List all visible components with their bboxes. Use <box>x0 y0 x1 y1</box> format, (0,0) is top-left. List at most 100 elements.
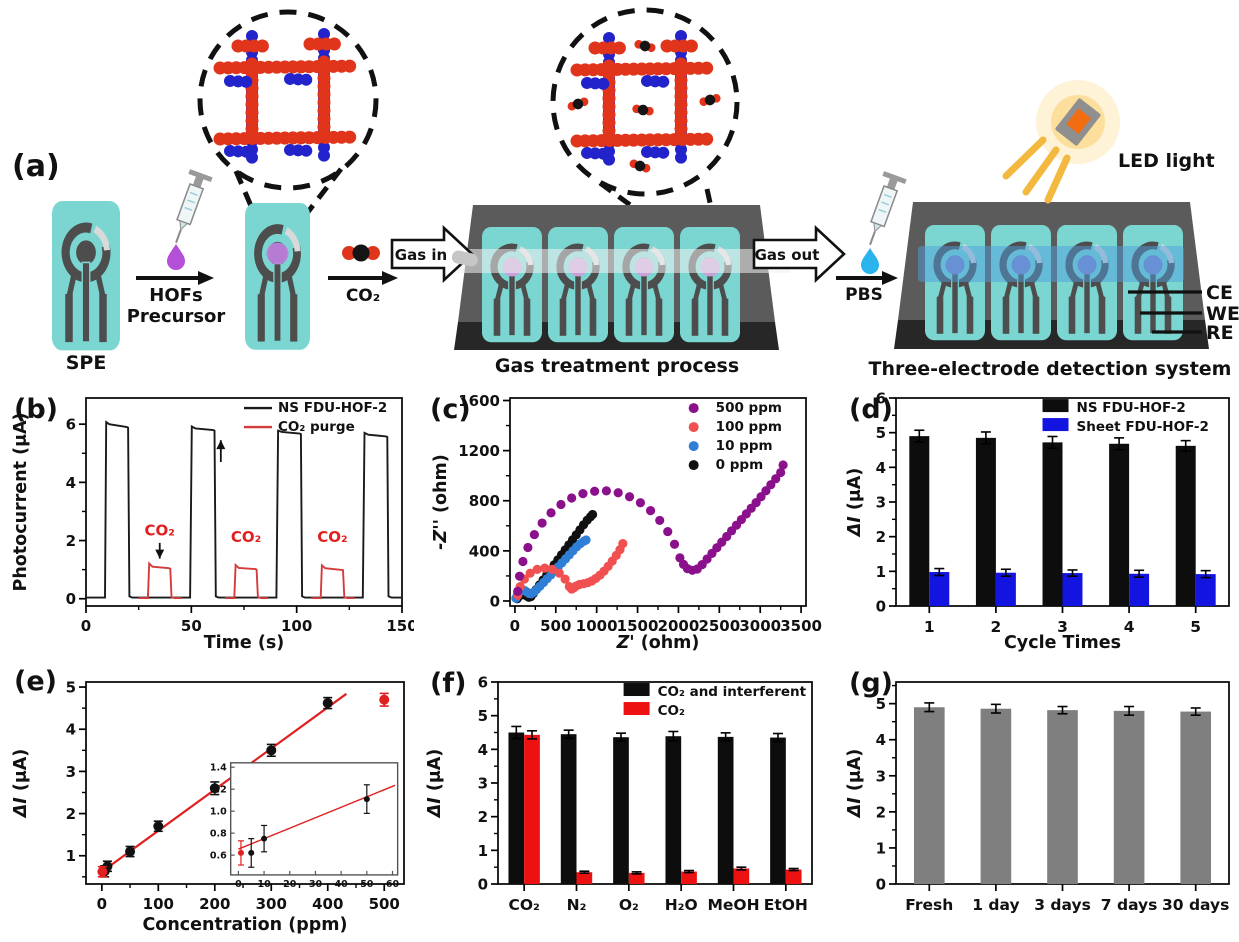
hofs-precursor-label-line1: HOFs <box>149 285 202 306</box>
legend-item-label: CO₂ and interferent <box>658 684 807 700</box>
bar <box>733 868 750 884</box>
x-axis-label: Cycle Times <box>1004 633 1121 653</box>
bar <box>576 872 593 884</box>
svg-text:400: 400 <box>469 542 500 560</box>
y-axis-label: Photocurrent (μA) <box>11 413 31 592</box>
svg-text:1000: 1000 <box>576 617 618 635</box>
svg-text:MeOH: MeOH <box>707 896 759 914</box>
svg-text:2500: 2500 <box>698 617 740 635</box>
svg-text:300: 300 <box>256 895 287 913</box>
legend-item-label: CO₂ <box>658 703 685 719</box>
bar <box>1195 574 1216 606</box>
svg-text:2: 2 <box>991 618 1002 636</box>
svg-text:1200: 1200 <box>458 442 500 460</box>
legend-item-label: NS FDU-HOF-2 <box>278 400 387 416</box>
bar <box>665 736 682 884</box>
svg-text:CO₂: CO₂ <box>508 896 539 914</box>
svg-text:6: 6 <box>66 416 76 434</box>
syringe-icon <box>857 170 908 250</box>
svg-text:1: 1 <box>924 618 935 636</box>
svg-text:6: 6 <box>876 390 886 408</box>
svg-text:1.0: 1.0 <box>210 807 227 818</box>
svg-text:0.6: 0.6 <box>210 851 227 862</box>
x-axis-label: Concentration (ppm) <box>142 915 347 935</box>
syringe-icon <box>163 168 214 248</box>
svg-text:4: 4 <box>1124 618 1135 636</box>
points-highlight-points <box>97 692 390 878</box>
svg-text:30 days: 30 days <box>1162 896 1229 914</box>
panel-e-label: (e) <box>14 666 57 697</box>
svg-text:200: 200 <box>199 895 230 913</box>
pbs-label: PBS <box>845 285 883 305</box>
hof-structure-zoom-icon <box>197 9 379 236</box>
svg-text:0: 0 <box>81 617 91 635</box>
bar <box>1047 710 1078 884</box>
spe-with-hof-film <box>245 203 310 350</box>
svg-text:0: 0 <box>510 617 520 635</box>
eis-nyquist-chart: 0 400 800 1200 1600 0 500 1000 1500 2000 2500 3000 3… <box>424 390 840 662</box>
eis-nyquist-chart-svg: 0 400 800 1200 1600 0 500 1000 1500 2000 2500 3000 3… <box>431 392 822 653</box>
svg-text:0: 0 <box>876 598 886 616</box>
hof-film-dot <box>266 242 289 265</box>
legend-item-label: 500 ppm <box>716 400 782 416</box>
bar <box>995 572 1016 606</box>
axes: 0 1 2 3 4 5 6 CO₂ N₂ O₂ H₂O MeOH EtOH ΔI (μA) <box>425 674 808 915</box>
svg-text:500: 500 <box>540 617 571 635</box>
y-axis-label: ΔI (μA) <box>425 749 445 820</box>
axes: 0 2 4 6 0 50 100 150 Time (s) Photocurrent (μA) <box>11 413 418 654</box>
y-axis-label: ΔI (μA) <box>11 749 31 820</box>
y-axis-label: ΔI (μA) <box>846 749 865 820</box>
detection-caption: Three-electrode detection system <box>869 358 1232 380</box>
electrode-callouts: CE WE RE <box>1128 282 1239 344</box>
bar <box>1175 445 1196 606</box>
x-axis-label: Z' (ohm) <box>616 633 700 653</box>
svg-text:O₂: O₂ <box>619 896 639 914</box>
svg-text:N₂: N₂ <box>567 896 587 914</box>
svg-text:3: 3 <box>876 767 886 785</box>
photocurrent-time-chart: 0 2 4 6 0 50 100 150 Time (s) Photocurrent (μA) CO… <box>6 390 418 662</box>
bar <box>1113 710 1145 884</box>
svg-text:5: 5 <box>478 707 488 725</box>
y-axis-label: -Z'' (ohm) <box>431 454 451 549</box>
panel-a-label: (a) <box>12 149 60 184</box>
panel-f-label: (f) <box>430 668 467 699</box>
legend-item-label: CO₂ purge <box>278 419 355 435</box>
svg-text:1: 1 <box>66 847 76 865</box>
hofs-precursor-step: HOFs Precursor <box>127 168 226 327</box>
annotation-label: CO₂ <box>317 528 347 546</box>
pbs-drop-step: PBS <box>836 170 908 305</box>
svg-text:1.2: 1.2 <box>210 785 227 796</box>
hofs-precursor-label-line2: Precursor <box>127 306 226 327</box>
cycle-stability-bar-chart: 0 1 2 3 4 5 6 1 2 3 4 5 Cycle Times ΔI (μA) NS FDU-HOF… <box>845 390 1237 662</box>
annotation-label: CO₂ <box>231 528 261 546</box>
legend-item-label: 100 ppm <box>716 419 782 435</box>
legend: NS FDU-HOF-2 CO₂ purge <box>244 400 387 435</box>
gas-treatment-platform: Gas treatment process <box>446 205 790 377</box>
bar-series-0 <box>913 702 1212 884</box>
ce-label: CE <box>1206 282 1233 304</box>
legend: CO₂ and interferent CO₂ <box>623 683 807 719</box>
svg-text:1.4: 1.4 <box>210 763 227 774</box>
we-label: WE <box>1206 303 1239 325</box>
series-500-ppm <box>513 460 788 596</box>
bar <box>929 572 950 606</box>
bar <box>560 734 577 884</box>
svg-text:6: 6 <box>478 674 488 692</box>
svg-text:0: 0 <box>66 590 76 608</box>
spe-label: SPE <box>66 352 107 374</box>
svg-text:Gas in: Gas in <box>395 246 447 264</box>
svg-text:5: 5 <box>876 424 886 442</box>
svg-text:100: 100 <box>281 617 312 635</box>
svg-text:60: 60 <box>386 879 400 890</box>
axes: 0 1 2 3 4 5 Fresh 1 day 3 days 7 days 30 days ΔI (μ… <box>845 684 1229 914</box>
x-axis-label: Time (s) <box>204 633 285 653</box>
longterm-stability-bar-chart: 0 1 2 3 4 5 Fresh 1 day 3 days 7 days 30 days ΔI (μ… <box>845 672 1237 942</box>
legend-item-label: NS FDU-HOF-2 <box>1077 400 1186 416</box>
bar <box>770 737 786 884</box>
plot-frame <box>497 681 813 885</box>
bar <box>980 708 1012 884</box>
plot-frame <box>85 397 403 607</box>
svg-text:3500: 3500 <box>780 617 822 635</box>
